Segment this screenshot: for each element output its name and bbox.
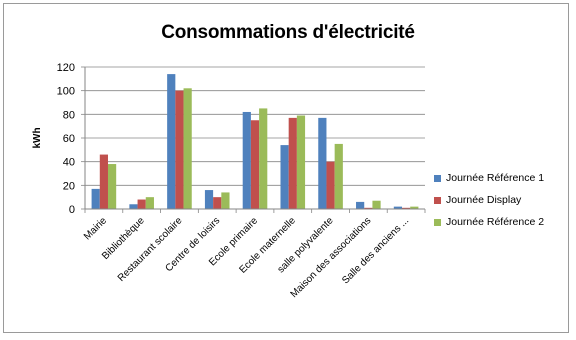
x-tick-label: Mairie — [82, 215, 109, 242]
bars — [91, 74, 419, 209]
bar — [326, 161, 335, 209]
bar — [393, 206, 403, 209]
legend-label: Journée Référence 1 — [446, 172, 545, 184]
bar — [221, 192, 230, 209]
legend-swatch — [434, 218, 441, 226]
y-tick-label: 80 — [63, 109, 75, 121]
bar — [318, 117, 327, 209]
bar — [356, 201, 365, 209]
bar — [242, 111, 251, 209]
y-tick-label: 20 — [63, 180, 75, 192]
bar — [107, 164, 117, 209]
bar — [259, 108, 268, 209]
bar — [410, 206, 419, 209]
y-tick-label: 100 — [57, 86, 75, 98]
y-tick-label: 40 — [63, 157, 75, 169]
legend-item: Journée Référence 1 — [434, 167, 544, 189]
bar — [280, 145, 289, 209]
bar — [167, 74, 176, 209]
bar — [402, 207, 411, 209]
y-tick-label: 0 — [69, 204, 75, 216]
axis-labels: 020406080100120kWhMairieBibliothèqueRest… — [32, 62, 411, 300]
bar — [334, 143, 343, 209]
chart-title: Consommations d'électricité — [161, 22, 415, 43]
bar — [250, 120, 260, 209]
legend: Journée Référence 1 Journée Display Journé… — [434, 167, 544, 233]
y-axis-title: kWh — [32, 127, 43, 148]
x-tick-label: Restaurant scolaire — [116, 215, 185, 284]
bar — [204, 190, 214, 209]
legend-swatch — [434, 196, 441, 204]
bar — [91, 188, 100, 209]
bar — [175, 90, 184, 209]
bar — [296, 115, 306, 209]
legend-label: Journée Display — [446, 194, 522, 206]
bar — [364, 207, 373, 209]
legend-item: Journée Référence 2 — [434, 211, 544, 233]
bar — [213, 197, 222, 209]
bar — [99, 154, 108, 209]
axes — [81, 66, 426, 213]
bar — [183, 88, 192, 209]
bar — [372, 200, 381, 209]
y-tick-label: 120 — [57, 62, 75, 74]
legend-item: Journée Display — [434, 189, 544, 211]
bar — [129, 204, 138, 209]
x-tick-label: Salle des anciens ... — [340, 215, 411, 286]
bar — [137, 199, 146, 209]
y-tick-label: 60 — [63, 133, 75, 145]
bar — [145, 197, 154, 209]
legend-label: Journée Référence 2 — [446, 216, 545, 228]
bar — [288, 117, 297, 209]
legend-swatch — [434, 174, 441, 182]
